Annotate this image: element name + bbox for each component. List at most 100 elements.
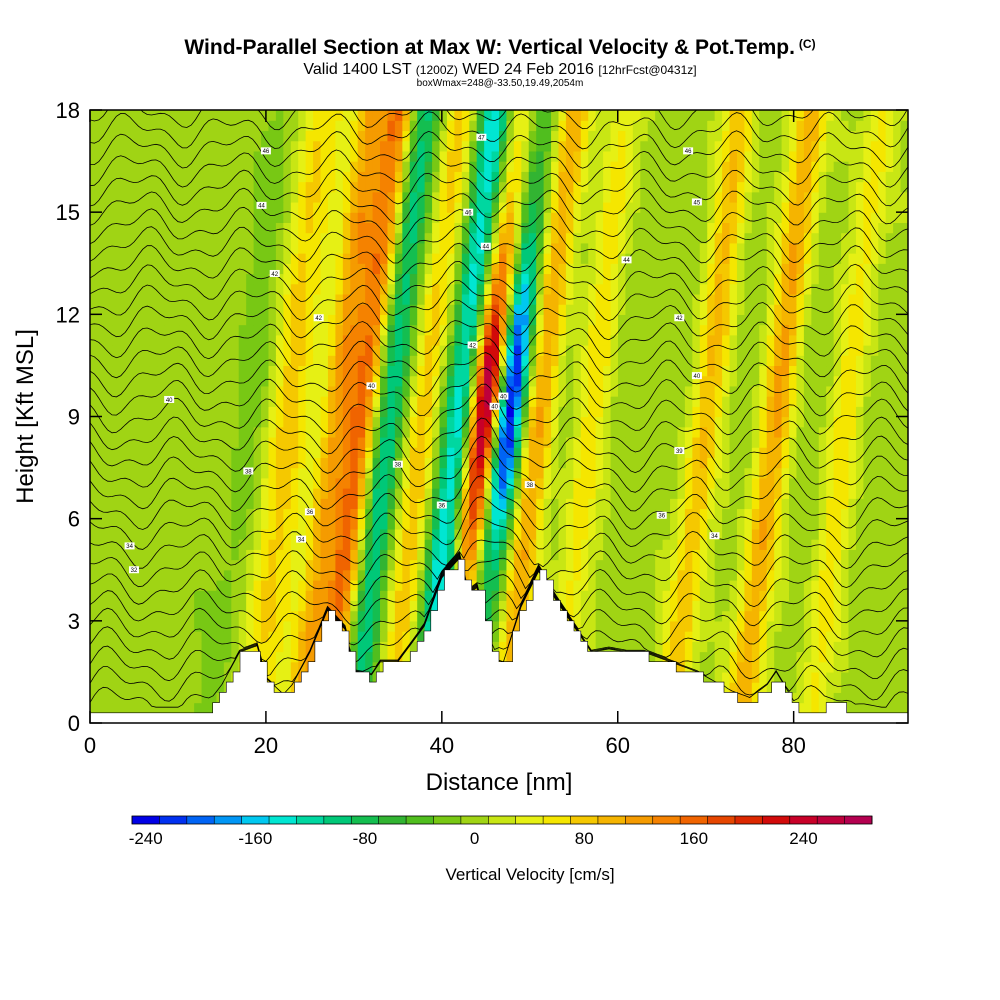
w-cell xyxy=(528,426,537,438)
w-cell xyxy=(238,344,247,356)
w-cell xyxy=(513,447,522,458)
w-cell xyxy=(625,457,634,469)
w-cell xyxy=(253,631,262,642)
w-cell xyxy=(855,559,864,571)
w-cell xyxy=(261,293,270,305)
w-cell xyxy=(320,396,329,407)
w-cell xyxy=(595,344,604,356)
w-cell xyxy=(670,314,679,326)
w-cell xyxy=(246,406,255,418)
w-cell xyxy=(179,692,188,704)
w-cell xyxy=(781,641,790,653)
w-cell xyxy=(179,569,188,581)
w-cell xyxy=(692,365,701,377)
w-cell xyxy=(551,488,560,499)
w-cell xyxy=(127,253,136,264)
w-cell xyxy=(179,375,188,387)
w-cell xyxy=(394,304,403,315)
w-cell xyxy=(305,457,314,469)
w-cell xyxy=(112,518,121,530)
w-cell xyxy=(424,467,433,479)
w-cell xyxy=(208,641,218,653)
w-cell xyxy=(796,436,805,448)
w-cell xyxy=(246,375,255,387)
w-cell xyxy=(536,314,545,326)
w-cell xyxy=(670,273,679,285)
w-cell xyxy=(409,365,418,377)
w-cell xyxy=(551,477,560,489)
w-cell xyxy=(439,508,448,520)
w-cell xyxy=(305,447,314,458)
w-cell xyxy=(751,528,760,540)
w-cell xyxy=(736,477,745,489)
w-cell xyxy=(528,508,537,520)
w-cell xyxy=(551,559,560,571)
w-cell xyxy=(313,539,322,550)
w-cell xyxy=(751,569,760,581)
w-cell xyxy=(736,631,745,642)
w-cell xyxy=(855,620,864,632)
w-cell xyxy=(781,447,790,458)
w-cell xyxy=(298,344,307,356)
w-cell xyxy=(558,293,567,305)
w-cell xyxy=(179,263,188,275)
w-cell xyxy=(454,355,463,367)
w-cell xyxy=(231,590,240,601)
w-cell xyxy=(104,692,113,704)
w-cell xyxy=(246,426,255,438)
w-cell xyxy=(164,508,173,520)
w-cell xyxy=(766,579,775,591)
w-cell xyxy=(640,344,649,356)
w-cell xyxy=(870,488,879,499)
w-cell xyxy=(692,498,701,510)
w-cell xyxy=(513,416,522,428)
w-cell xyxy=(789,263,798,275)
w-cell xyxy=(580,477,589,489)
w-cell xyxy=(744,488,753,499)
w-cell xyxy=(142,590,151,601)
w-cell xyxy=(179,344,188,356)
w-cell xyxy=(677,641,686,653)
w-cell xyxy=(744,579,753,591)
w-cell xyxy=(327,293,336,305)
w-cell xyxy=(588,549,597,561)
w-cell xyxy=(617,273,627,285)
w-cell xyxy=(543,314,552,326)
w-cell xyxy=(283,682,292,693)
w-cell xyxy=(796,590,805,601)
w-cell xyxy=(350,488,359,499)
w-cell xyxy=(283,263,292,275)
w-cell xyxy=(811,283,820,295)
w-cell xyxy=(595,467,604,479)
w-cell xyxy=(826,416,835,428)
w-cell xyxy=(521,569,530,581)
w-cell xyxy=(179,498,188,510)
w-cell xyxy=(476,293,485,305)
w-cell xyxy=(446,344,455,356)
w-cell xyxy=(766,549,775,561)
w-cell xyxy=(885,426,894,438)
w-cell xyxy=(469,518,478,530)
w-cell xyxy=(127,610,136,622)
w-cell xyxy=(625,569,634,581)
w-cell xyxy=(275,549,284,561)
w-cell xyxy=(350,610,359,622)
w-cell xyxy=(499,447,508,458)
w-cell xyxy=(424,457,433,469)
w-cell xyxy=(142,324,151,336)
w-cell xyxy=(699,426,708,438)
w-cell xyxy=(699,477,708,489)
w-cell xyxy=(268,590,277,601)
w-cell xyxy=(261,324,270,336)
w-cell xyxy=(900,293,908,305)
w-cell xyxy=(751,477,760,489)
w-cell xyxy=(729,641,738,653)
w-cell xyxy=(461,304,470,315)
w-cell xyxy=(610,283,619,295)
w-cell xyxy=(275,385,284,397)
w-cell xyxy=(142,559,151,571)
w-cell xyxy=(402,365,411,377)
w-cell xyxy=(275,631,284,642)
w-cell xyxy=(833,426,842,438)
w-cell xyxy=(841,293,850,305)
